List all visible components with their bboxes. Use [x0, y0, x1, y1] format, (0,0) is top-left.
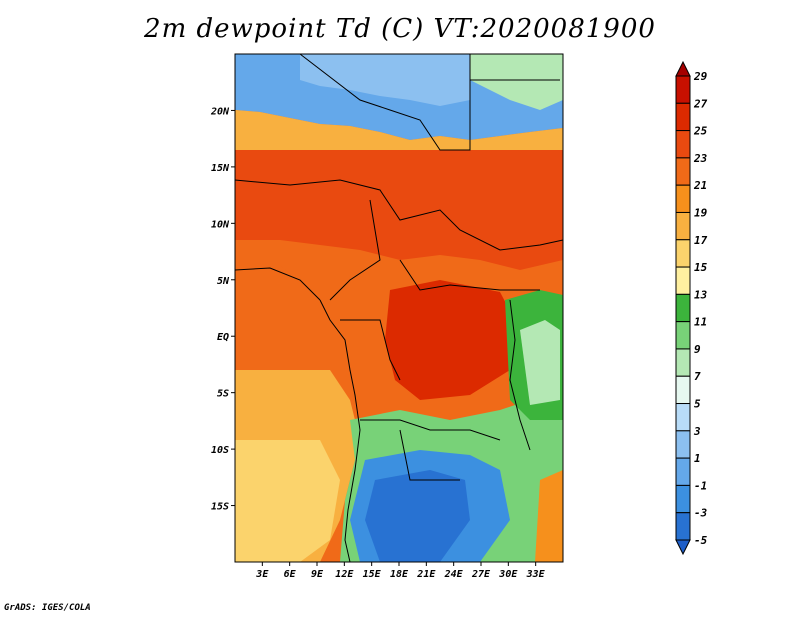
colorbar-label: 21	[693, 179, 707, 192]
lat-tick-label: 20N	[210, 106, 230, 117]
colorbar-label: 5	[694, 398, 701, 411]
colorbar-swatch	[675, 157, 691, 186]
colorbar-swatch	[675, 321, 691, 350]
colorbar-label: 25	[693, 125, 708, 138]
field-atlantic-south-moist	[235, 440, 340, 562]
colorbar-label: -5	[694, 534, 708, 547]
colorbar-swatch	[675, 457, 691, 486]
colorbar: 29 27 25 23 21 19 17 15 13 11 9 7 5 3 1 -1 -3 -5	[675, 60, 708, 556]
colorbar-swatch	[675, 184, 691, 213]
colorbar-label: 27	[693, 97, 708, 110]
lon-tick-label: 27E	[471, 569, 491, 580]
lat-tick-label: 15N	[211, 163, 230, 174]
lon-tick-label: 12E	[335, 569, 354, 580]
field-sahel-transition	[235, 110, 563, 150]
colorbar-swatch	[675, 375, 691, 405]
lon-tick-label: 6E	[284, 569, 297, 580]
colorbar-label: 17	[694, 234, 708, 247]
colorbar-label: 1	[694, 452, 701, 465]
colorbar-swatch	[675, 430, 691, 459]
colorbar-label: -1	[694, 479, 707, 492]
field-southeast-coast	[535, 470, 563, 562]
colorbar-swatch	[675, 403, 691, 432]
field-gulf-coast	[235, 265, 340, 370]
colorbar-swatch	[675, 239, 691, 268]
dewpoint-field	[235, 54, 563, 562]
field-north-moist	[470, 54, 563, 110]
colorbar-bottom-arrow	[675, 539, 691, 556]
lon-tick-label: 30E	[498, 569, 518, 580]
lon-tick-label: 3E	[255, 569, 269, 580]
grads-credit: GrADS: IGES/COLA	[4, 603, 91, 613]
lon-tick-label: 21E	[416, 569, 436, 580]
colorbar-swatch	[675, 102, 691, 132]
colorbar-label: 11	[694, 316, 707, 329]
country-borders	[234, 53, 564, 563]
lat-tick-label: 10N	[211, 219, 230, 230]
colorbar-label: 15	[694, 261, 708, 274]
colorbar-label: 3	[693, 425, 701, 438]
lon-tick-label: 18E	[390, 569, 409, 580]
lon-tick-label: 15E	[363, 569, 382, 580]
colorbar-swatch	[675, 484, 691, 514]
colorbar-top-arrow	[675, 60, 691, 77]
colorbar-label: 9	[694, 343, 701, 356]
field-south-very-dry	[365, 470, 470, 562]
lon-tick-label: 9E	[311, 569, 324, 580]
colorbar-swatch	[675, 75, 691, 104]
lat-tick-label: EQ	[217, 332, 229, 343]
colorbar-label: 13	[694, 288, 708, 301]
colorbar-label: 23	[693, 152, 708, 165]
latitude-axis: 20N 15N 10N 5N EQ 5S 10S 15S	[210, 106, 235, 513]
lat-tick-label: 5S	[217, 389, 229, 400]
lat-tick-label: 10S	[211, 445, 229, 456]
lon-tick-label: 24E	[444, 569, 464, 580]
colorbar-swatch	[675, 266, 691, 295]
field-congo-basin	[385, 280, 520, 400]
colorbar-swatch	[675, 348, 691, 377]
field-east-highlands	[520, 320, 560, 405]
longitude-axis: 3E 6E 9E 12E 15E 18E 21E 24E 27E 30E 33E	[255, 562, 546, 580]
colorbar-swatch	[675, 211, 691, 241]
lon-tick-label: 33E	[526, 569, 546, 580]
colorbar-swatch	[675, 293, 691, 323]
field-north-very-dry	[300, 54, 470, 106]
colorbar-swatch	[675, 130, 691, 159]
colorbar-swatch	[675, 512, 691, 541]
map-title: 2m dewpoint Td (C) VT:2020081900	[144, 14, 656, 44]
colorbar-label: -3	[694, 507, 708, 520]
colorbar-label: 19	[694, 206, 708, 219]
colorbar-label: 7	[694, 370, 701, 383]
lat-tick-label: 5N	[217, 276, 230, 287]
lat-tick-label: 15S	[211, 502, 229, 513]
colorbar-label: 29	[693, 70, 708, 83]
